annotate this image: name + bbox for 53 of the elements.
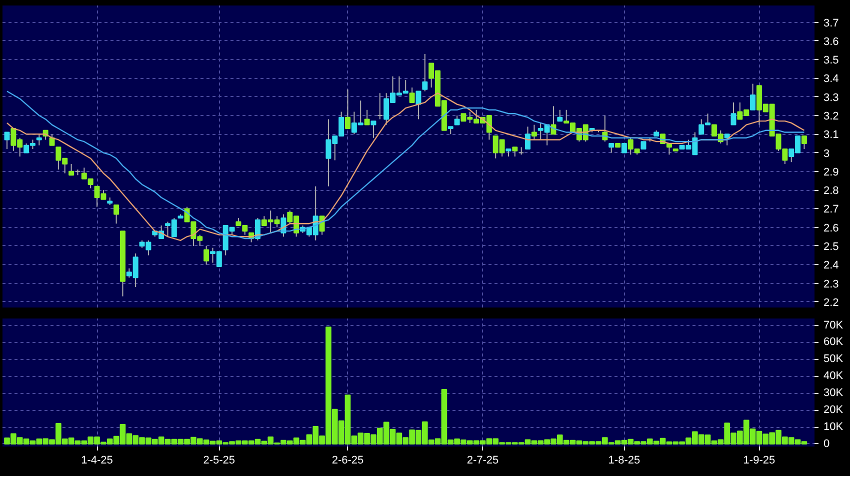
- y-tick-label: 10K: [824, 421, 844, 434]
- y-tick-label: 50K: [824, 353, 844, 366]
- y-tick-label: 2.4: [824, 260, 839, 272]
- candlestick: [114, 204, 120, 224]
- y-tick-label: 3.7: [824, 17, 839, 30]
- candlestick: [204, 245, 210, 266]
- y-tick-label: 60K: [824, 336, 844, 348]
- y-tick-label: 3.1: [824, 129, 839, 142]
- x-tick-label: 1-8-25: [608, 454, 640, 466]
- y-tick-label: 2.3: [824, 278, 839, 290]
- candlestick: [531, 124, 537, 140]
- y-tick-label: 2.2: [824, 296, 839, 309]
- y-tick-label: 20K: [824, 404, 844, 416]
- candlestick: [730, 102, 736, 126]
- candlestick: [36, 134, 42, 146]
- candlestick: [525, 126, 531, 150]
- y-tick-label: 40K: [824, 370, 844, 382]
- candlestick: [4, 132, 10, 150]
- y-tick-label: 3.3: [824, 92, 839, 104]
- y-tick-label: 70K: [824, 319, 844, 332]
- candlestick: [608, 142, 614, 154]
- x-tick-label: 1-4-25: [81, 454, 113, 466]
- candlestick: [416, 90, 422, 120]
- x-tick-label: 2-5-25: [203, 454, 236, 466]
- candlestick: [512, 146, 518, 157]
- candlestick: [801, 135, 807, 150]
- y-tick-label: 0: [824, 438, 830, 450]
- candlestick: [724, 134, 730, 146]
- candlestick: [344, 88, 350, 130]
- candlestick: [364, 109, 370, 126]
- x-tick-label: 2-6-25: [332, 454, 364, 466]
- y-tick-label: 3: [824, 148, 830, 160]
- y-tick-label: 3.2: [824, 110, 839, 122]
- y-tick-label: 30K: [824, 387, 844, 400]
- candlestick: [621, 142, 627, 154]
- y-tick-label: 3.4: [824, 73, 839, 86]
- y-tick-label: 2.9: [824, 166, 839, 178]
- candlestick: [454, 114, 460, 126]
- y-tick-label: 2.5: [824, 240, 839, 253]
- candlestick: [370, 120, 376, 138]
- candlestick: [557, 109, 563, 122]
- candlestick: [377, 92, 383, 120]
- y-tick-label: 2.8: [824, 185, 839, 198]
- candlestick: [409, 87, 415, 103]
- x-tick-label: 1-9-25: [743, 454, 776, 466]
- y-tick-label: 3.6: [824, 36, 839, 48]
- candlestick: [750, 83, 756, 110]
- y-tick-label: 2.7: [824, 204, 839, 216]
- candlestick: [422, 53, 428, 92]
- candlestick: [49, 134, 55, 146]
- y-tick-label: 3.5: [824, 54, 839, 67]
- x-tick-label: 2-7-25: [466, 454, 499, 466]
- y-tick-label: 2.6: [824, 222, 839, 234]
